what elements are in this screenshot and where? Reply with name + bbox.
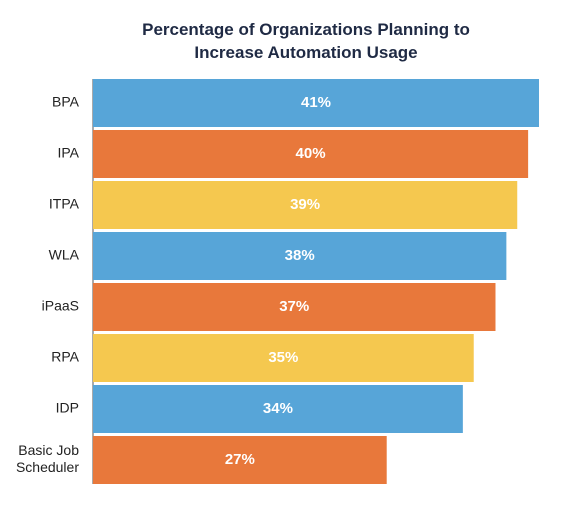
bar xyxy=(93,283,496,331)
bars xyxy=(93,79,539,484)
chart-title: Percentage of Organizations Planning to I… xyxy=(142,20,470,62)
bar xyxy=(93,385,463,433)
category-label: BPA xyxy=(52,94,80,110)
category-label: WLA xyxy=(49,247,80,263)
category-labels: BPA IPA ITPA WLA iPaaS RPA IDP Basic Job Schedul… xyxy=(16,94,80,476)
category-label: ITPA xyxy=(49,196,80,212)
data-label: 41% xyxy=(301,94,331,111)
data-label: 27% xyxy=(225,451,255,468)
category-label: iPaaS xyxy=(42,298,79,314)
chart-title-line: Percentage of Organizations Planning to xyxy=(142,20,470,39)
data-label: 35% xyxy=(268,349,298,366)
bar xyxy=(93,79,539,127)
category-label: RPA xyxy=(51,349,79,365)
data-label: 37% xyxy=(279,298,309,315)
category-label: Basic Job Scheduler xyxy=(16,442,79,475)
category-label: IPA xyxy=(57,145,79,161)
data-label: 39% xyxy=(290,196,320,213)
data-label: 38% xyxy=(285,247,315,264)
bar xyxy=(93,334,474,382)
bar xyxy=(93,436,387,484)
data-label: 34% xyxy=(263,400,293,417)
bar xyxy=(93,232,507,280)
data-label: 40% xyxy=(296,145,326,162)
data-labels: 41% 40% 39% 38% 37% 35% 34% 27% xyxy=(225,94,331,468)
category-label: IDP xyxy=(56,400,79,416)
chart-title-line: Increase Automation Usage xyxy=(194,43,417,62)
bar xyxy=(93,130,529,178)
bar xyxy=(93,181,518,229)
